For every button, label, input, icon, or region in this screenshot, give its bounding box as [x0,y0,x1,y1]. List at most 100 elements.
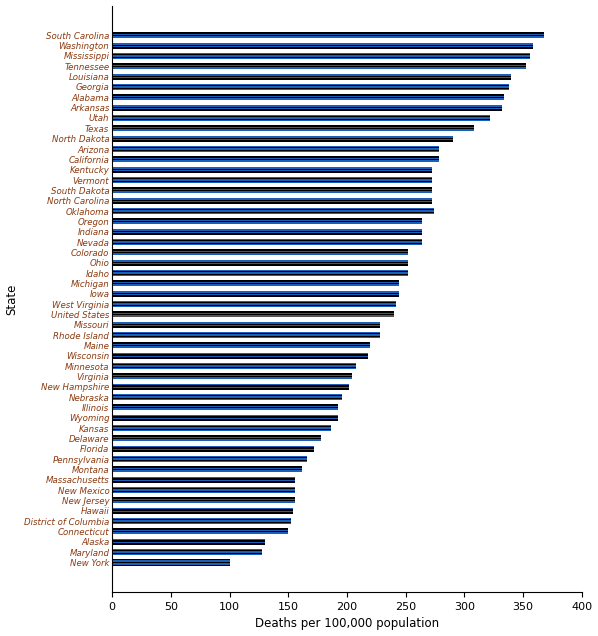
Bar [112,449,314,450]
Bar [112,84,509,85]
Bar [112,375,352,376]
Bar [112,242,422,243]
Bar [112,502,295,503]
Bar [112,306,396,307]
Bar [112,385,349,386]
Bar [112,263,408,264]
Bar [112,446,314,447]
Bar [112,87,509,88]
Bar [112,210,434,211]
Bar [112,252,408,254]
Bar [112,490,295,491]
Bar [112,497,295,504]
Bar [112,311,394,317]
Bar [112,520,291,521]
Bar [112,368,356,369]
Bar [112,337,380,338]
Bar [112,43,533,44]
Bar [112,96,504,97]
Bar [112,477,295,478]
Bar [112,177,432,183]
Bar [112,98,504,99]
Bar [112,198,432,204]
Bar [112,430,331,431]
Bar [112,125,474,127]
Bar [112,130,474,131]
Bar [112,218,422,225]
Bar [112,106,502,107]
Bar [112,378,352,379]
Bar [112,437,321,438]
Bar [112,456,307,462]
Bar [112,313,394,314]
Bar [112,418,338,419]
Bar [112,177,432,178]
Bar [112,461,307,462]
Bar [112,354,368,356]
Bar [112,399,342,400]
Bar [112,137,453,138]
Bar [112,394,342,395]
Bar [112,135,453,142]
Bar [112,466,303,473]
Bar [112,65,526,66]
Bar [112,404,338,406]
Bar [112,377,352,378]
Bar [112,192,432,193]
Bar [112,244,422,245]
Bar [112,509,293,510]
Bar [112,254,408,255]
Bar [112,497,295,499]
Bar [112,34,544,35]
Bar [112,332,380,338]
Bar [112,363,356,369]
Bar [112,301,396,302]
Bar [112,280,399,282]
Bar [112,511,293,512]
Bar [112,492,295,493]
Bar [112,481,295,483]
Bar [112,394,342,400]
Bar [112,43,533,49]
Y-axis label: State: State [5,283,19,315]
Bar [112,239,422,245]
Bar [112,260,408,261]
Bar [112,230,422,232]
Bar [112,291,399,297]
Bar [112,301,396,307]
Bar [112,458,307,459]
Bar [112,384,349,390]
Bar [112,415,338,421]
Bar [112,228,422,235]
Bar [112,327,380,328]
Bar [112,425,331,426]
Bar [112,128,474,130]
Bar [112,559,230,565]
Bar [112,356,368,357]
Bar [112,187,432,193]
Bar [112,275,408,276]
Bar [112,167,432,173]
Bar [112,322,380,323]
Bar [112,182,432,183]
Bar [112,518,291,524]
Bar [112,476,295,483]
Bar [112,539,265,540]
Bar [112,89,509,90]
Bar [112,365,356,366]
X-axis label: Deaths per 100,000 population: Deaths per 100,000 population [255,618,439,630]
Bar [112,294,399,295]
Bar [112,446,314,452]
Bar [112,233,422,235]
Bar [112,396,342,397]
Bar [112,357,368,359]
Bar [112,373,352,380]
Bar [112,282,399,283]
Bar [112,325,380,326]
Bar [112,223,422,224]
Bar [112,480,295,481]
Bar [112,451,314,452]
Bar [112,363,356,364]
Bar [112,564,230,565]
Bar [112,471,303,472]
